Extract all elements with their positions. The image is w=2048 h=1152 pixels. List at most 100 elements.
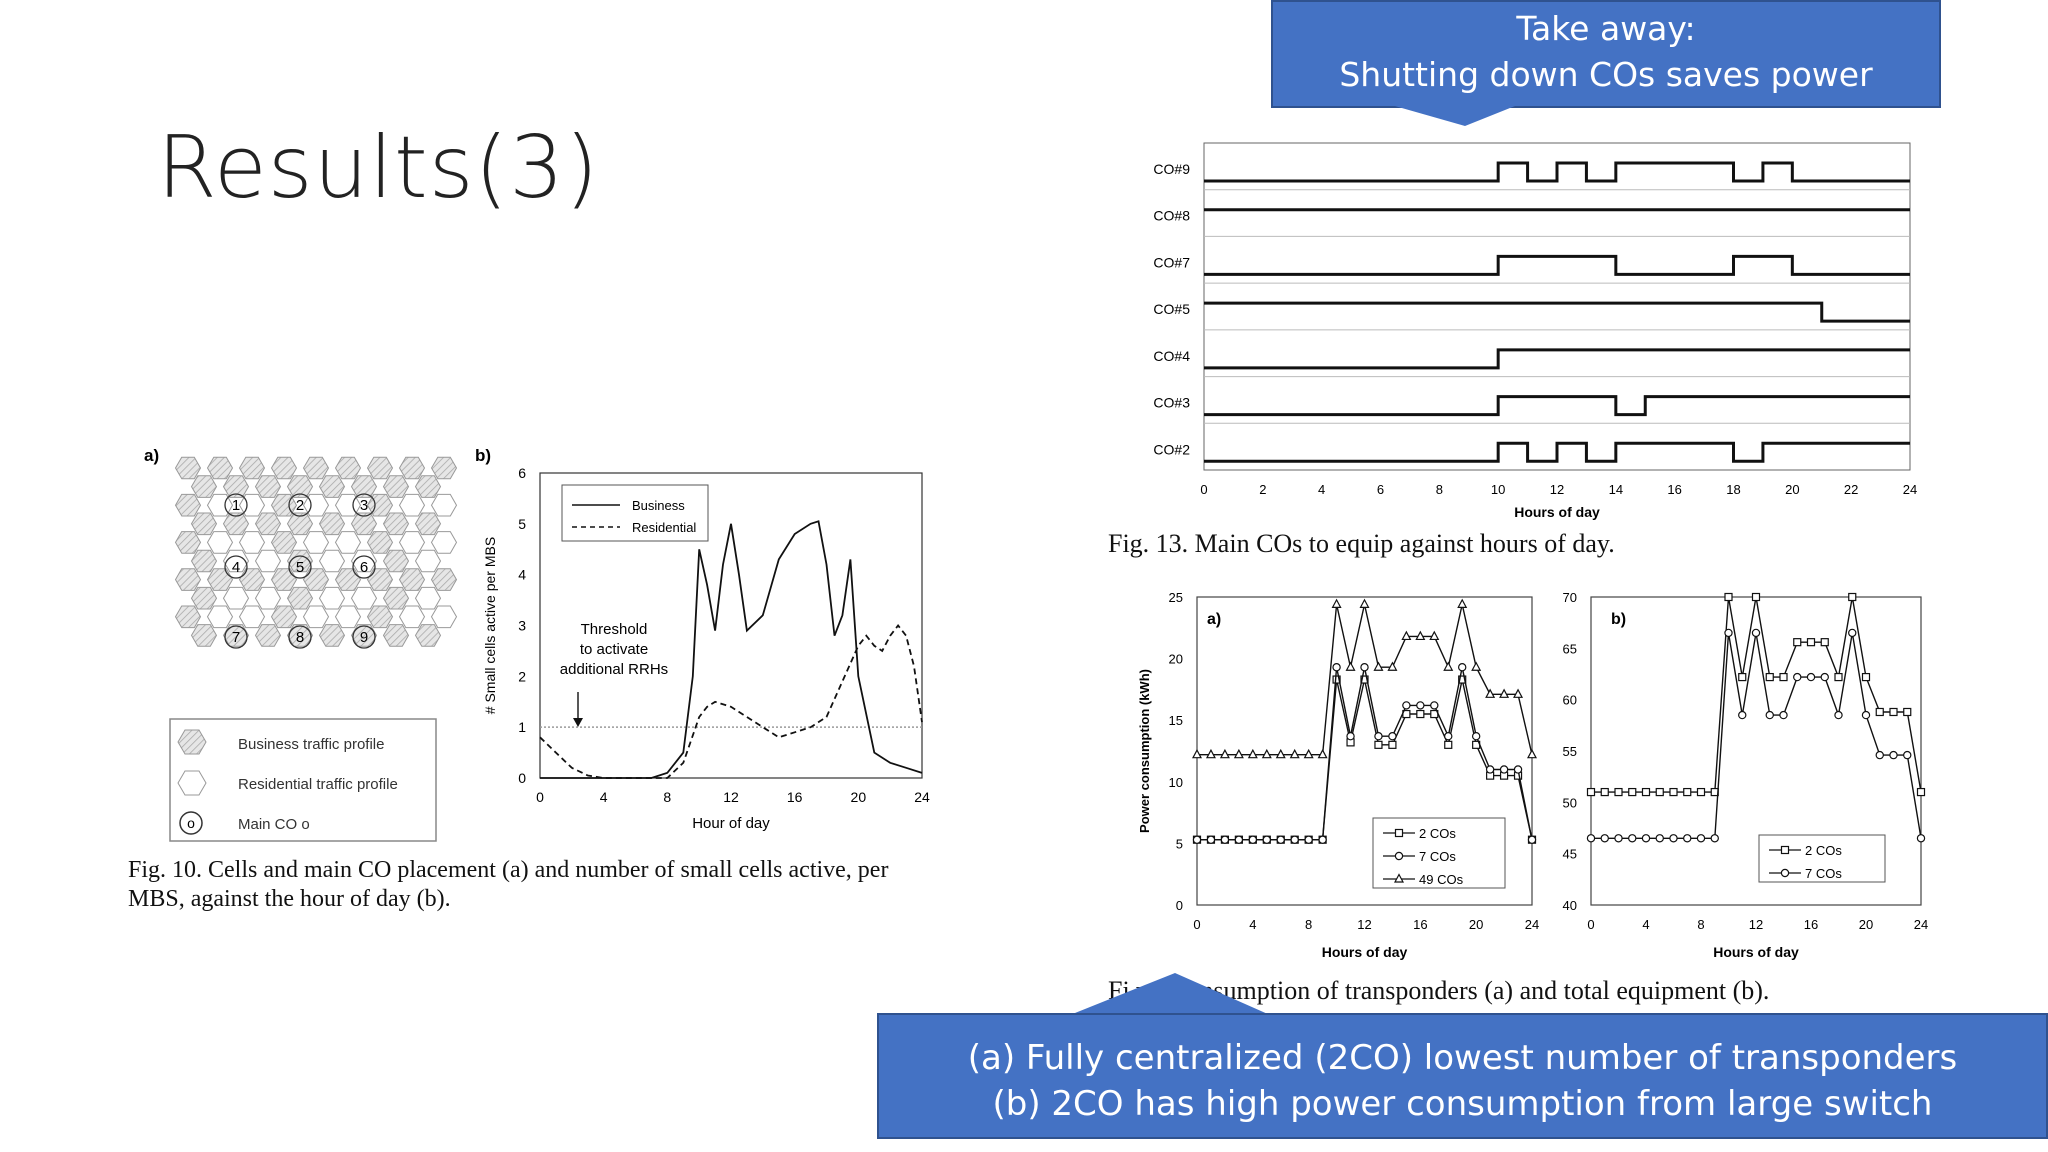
hex-cell [398,531,426,554]
co-state-trace [1204,348,1910,370]
hex-cell [238,605,266,629]
data-point [1401,630,1412,641]
data-point [1233,748,1244,759]
fig14b-chart: 40 45 50 55 60 65 70 0 4 8 12 16 20 24 Hours of day 2 C… [1563,590,1929,960]
findings-callout: (a) Fully centralized (2CO) lowest numbe… [877,1013,2048,1139]
hex-cell [302,605,330,629]
y-tick-label: 1 [518,719,526,735]
fig10a-panel-label: a) [144,446,159,465]
data-point [1471,661,1482,671]
data-point [1751,592,1761,602]
hex-cell [382,586,410,610]
data-point [1402,701,1411,710]
cell-number-ring [288,493,312,517]
data-point [1861,672,1871,682]
legend-box [1758,834,1886,883]
data-point [1793,672,1802,682]
data-point [1903,707,1912,717]
data-point [1388,740,1397,749]
callout-bottom-pointer [1070,973,1270,1015]
x-tick-label: 16 [787,789,803,805]
data-point [1527,835,1537,844]
data-point [1696,834,1706,843]
cell-number: 4 [232,559,240,576]
data-point [1248,835,1258,844]
data-point [1457,598,1468,608]
legend-main-co-label: Main CO o [238,816,310,833]
data-point [1586,834,1596,843]
hex-cell [382,512,410,536]
data-point [1444,740,1453,749]
x-axis-label: Hours of day [1514,504,1600,520]
legend-label: 2 COs [1805,843,1842,858]
hex-cell [430,456,458,480]
hex-cell [190,475,218,498]
hex-cell [238,568,266,591]
hex-cell [366,605,394,629]
legend-label: 7 COs [1419,849,1456,864]
hex-cell [350,512,378,536]
threshold-annotation: to activate [580,641,648,658]
hex-cell [334,605,362,629]
hex-cell [270,456,298,480]
hex-cell [382,549,410,573]
hex-cell [206,456,234,480]
co-label: CO#5 [1153,301,1190,317]
hex-cell [382,475,410,498]
slide-title: Results(3) [157,118,600,218]
x-tick-label: 0 [1200,482,1207,497]
data-point [1641,787,1651,797]
x-axis-label: Hours of day [1713,944,1799,960]
hex-cell [302,568,330,591]
cell-number-ring [352,625,376,649]
x-tick-label: 24 [1914,917,1928,932]
data-point [1527,748,1537,759]
cell-number-ring [224,625,248,649]
co-state-trace [1204,441,1910,463]
data-point [1373,661,1384,671]
legend-business-swatch [177,729,207,755]
hex-cell [270,568,298,591]
hex-cell [366,531,394,554]
data-point [1318,835,1327,844]
data-point [1234,835,1244,844]
cell-number: 8 [296,629,304,646]
data-point [1669,834,1678,843]
hex-cell [222,475,250,498]
fig14b-panel-label: b) [1611,611,1626,628]
x-tick-label: 24 [914,789,930,805]
x-tick-label: 8 [1436,482,1443,497]
co-label: CO#8 [1153,208,1190,224]
hex-cell [366,568,394,591]
hex-cell [414,475,442,498]
hex-cell [334,456,362,480]
cell-number: 3 [360,497,368,514]
y-tick-label: 65 [1563,641,1577,656]
hex-cell [286,512,314,536]
data-point [1848,628,1857,638]
series-business [540,520,923,779]
legend-label: 49 COs [1419,872,1464,887]
data-point [1394,828,1404,838]
data-point [1345,661,1356,671]
data-point [1276,835,1285,844]
hex-cell [286,549,314,573]
fig10b-panel-label: b) [475,446,491,465]
y-tick-label: 0 [1176,898,1183,913]
hex-cell [174,493,202,517]
data-point [1513,765,1523,774]
data-point [1586,787,1596,797]
data-point [1655,787,1664,797]
takeaway-callout: Take away: Shutting down COs saves power [1271,0,1941,108]
data-point [1696,787,1706,797]
y-tick-label: 40 [1563,898,1577,913]
x-tick-label: 20 [1785,482,1799,497]
data-point [1346,732,1355,741]
hex-cell [254,586,282,610]
data-point [1600,834,1609,843]
y-axis-label: Power consumption (kWh) [1137,669,1152,833]
threshold-arrow-head [573,718,583,727]
data-point [1669,787,1678,797]
y-tick-label: 45 [1563,847,1577,862]
